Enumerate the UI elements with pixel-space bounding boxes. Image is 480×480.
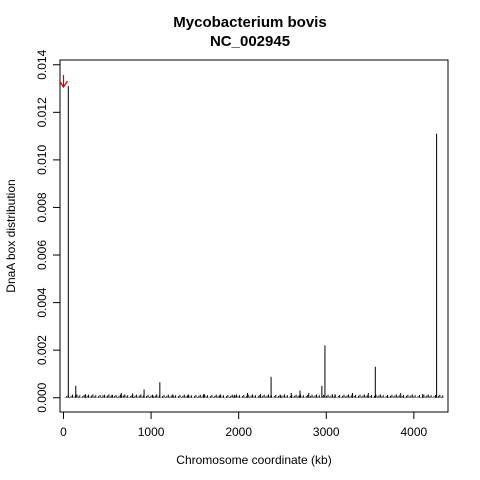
y-tick-label-7: 0.014	[35, 49, 49, 79]
y-tick-label-3: 0.006	[35, 240, 49, 270]
y-axis-label: DnaA box distribution	[4, 179, 18, 292]
x-tick-label-4: 4000	[400, 425, 427, 439]
arrow-head	[59, 80, 69, 89]
y-tick-label-5: 0.010	[35, 145, 49, 175]
x-tick-label-0: 0	[60, 425, 67, 439]
series-spikes	[64, 86, 444, 398]
y-tick-label-0: 0.000	[35, 382, 49, 412]
chart-subtitle: NC_002945	[210, 33, 290, 50]
y-axis: 0.000 0.002 0.004 0.006 0.008 0.010 0.012 0.014	[35, 49, 60, 413]
y-tick-label-2: 0.004	[35, 287, 49, 317]
y-tick-label-4: 0.008	[35, 192, 49, 222]
x-axis: 0 1000 2000 3000 4000	[60, 412, 428, 439]
x-tick-label-2: 2000	[225, 425, 252, 439]
plot-frame	[59, 59, 449, 413]
origin-arrow	[59, 75, 69, 89]
x-axis-label: Chromosome coordinate (kb)	[176, 453, 331, 467]
y-tick-label-6: 0.012	[35, 97, 49, 127]
x-tick-label-1: 1000	[138, 425, 165, 439]
y-tick-label-1: 0.002	[35, 335, 49, 365]
chart-title: Mycobacterium bovis	[173, 14, 326, 31]
x-tick-label-3: 3000	[313, 425, 340, 439]
